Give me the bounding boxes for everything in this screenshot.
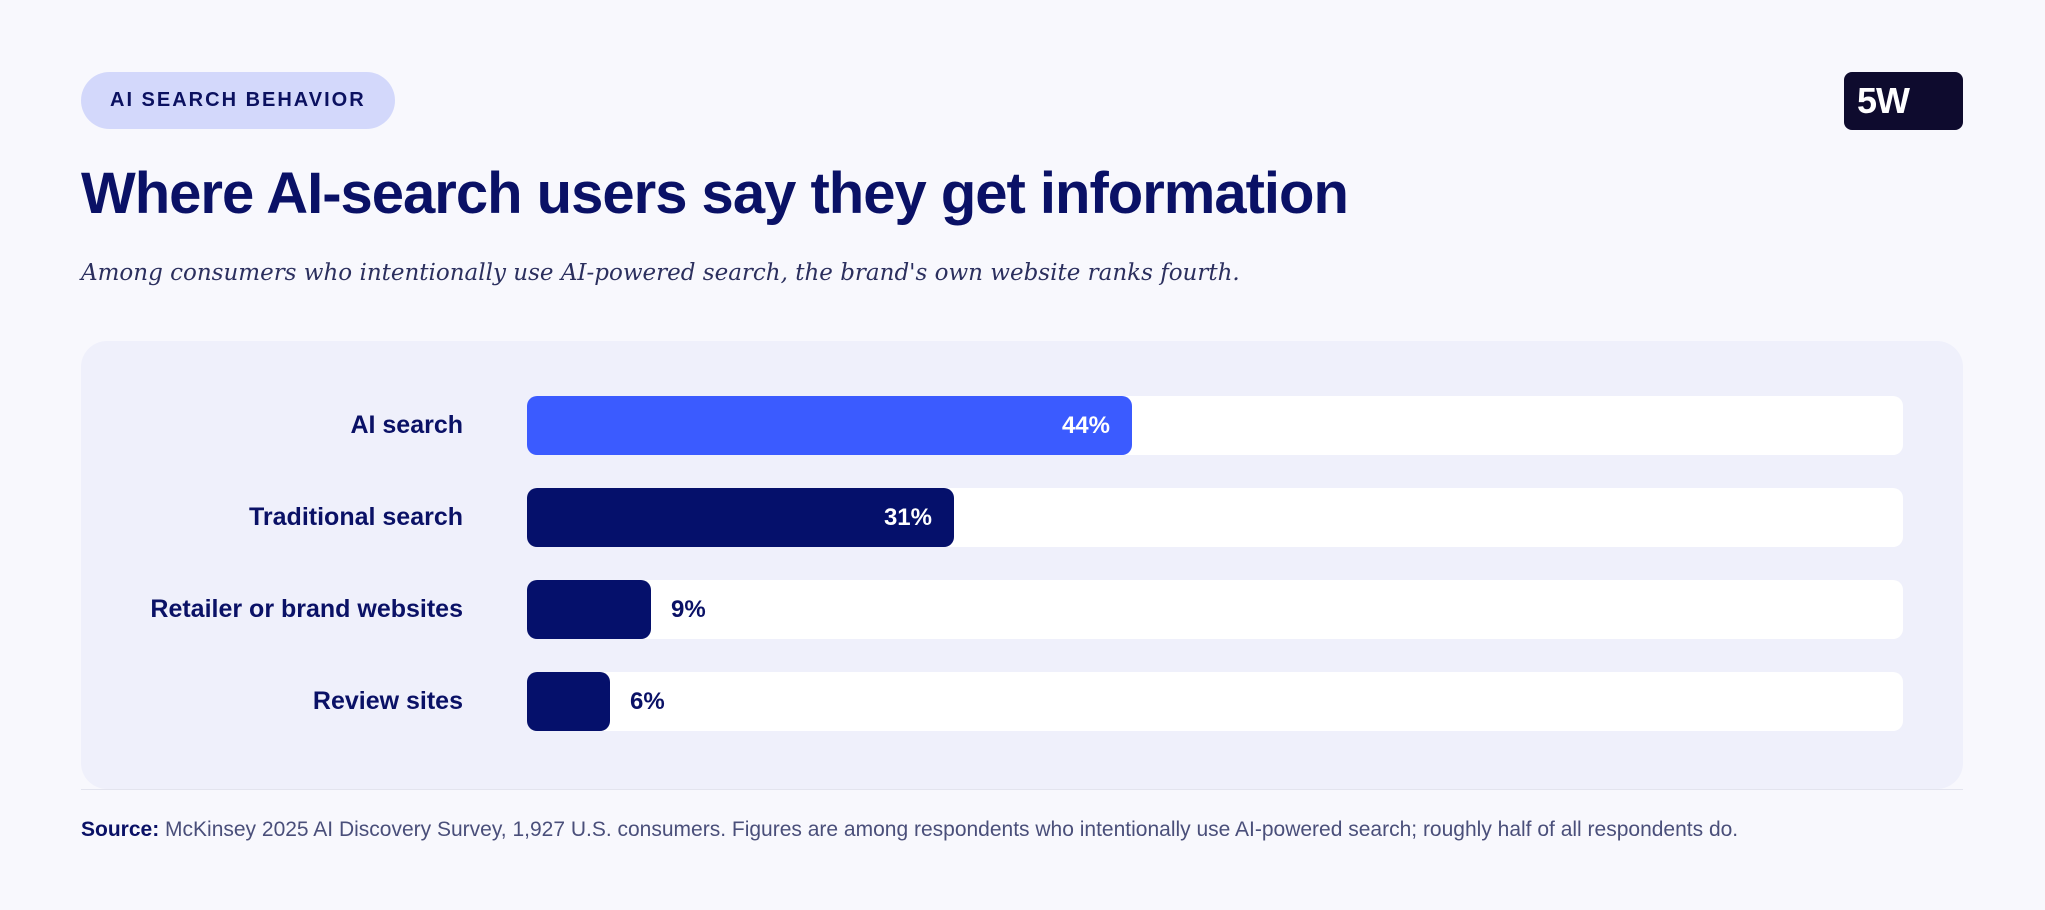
bar-row: AI search 44% [81,396,1963,455]
bar [527,672,610,731]
bar-track: 44% [527,396,1903,455]
source-label: Source: [81,818,160,841]
source-note: Source: McKinsey 2025 AI Discovery Surve… [81,818,1738,842]
bar-label: AI search [350,411,463,439]
chart-panel: AI search 44% Traditional search 31% Retaile… [81,341,1963,789]
bar-label: Retailer or brand websites [150,595,463,623]
bar-row: Traditional search 31% [81,488,1963,547]
bar-value-label: 44% [1061,411,1110,439]
bar-track: 6% [527,672,1903,731]
bar-value-label: 31% [883,503,932,531]
footer-divider [81,789,1963,790]
bar [527,488,954,547]
section-tag: AI SEARCH BEHAVIOR [81,72,395,129]
bar-track: 31% [527,488,1903,547]
chart-subtitle: Among consumers who intentionally use AI… [81,260,1240,286]
chart-title: Where AI-search users say they get infor… [81,161,1349,226]
bar-track: 9% [527,580,1903,639]
brand-logo: 5W [1844,72,1963,130]
source-text: McKinsey 2025 AI Discovery Survey, 1,927… [165,818,1739,841]
bar-value-label: 9% [671,595,706,623]
bar-row: Review sites 6% [81,672,1963,731]
bar-row: Retailer or brand websites 9% [81,580,1963,639]
bar-value-label: 6% [630,687,665,715]
bar-label: Traditional search [249,503,463,531]
bar [527,580,651,639]
bar [527,396,1132,455]
bar-label: Review sites [312,687,463,715]
